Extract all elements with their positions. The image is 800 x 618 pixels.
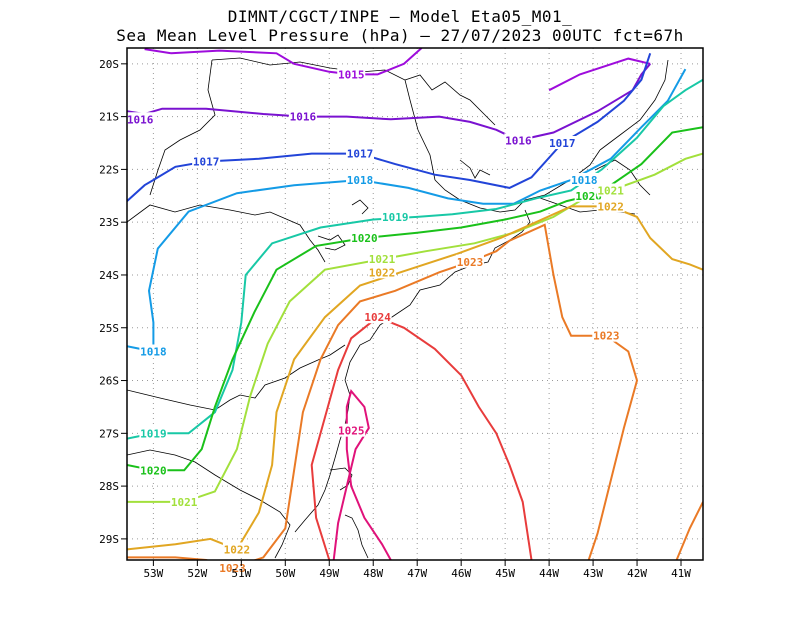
isobar-line (675, 501, 703, 560)
isobar-label: 1021 (171, 496, 198, 509)
isobar-label-bg (574, 188, 603, 202)
y-tick-label: 20S (99, 58, 119, 71)
x-tick-label: 45W (495, 567, 515, 580)
isobar-label: 1022 (224, 543, 251, 556)
isobar-label: 1020 (140, 464, 167, 477)
x-tick-label: 47W (407, 567, 427, 580)
isobar-label: 1016 (290, 111, 317, 124)
isobar-label-bg (218, 560, 247, 574)
isobar-label-bg (350, 231, 379, 245)
x-tick-label: 46W (451, 567, 471, 580)
y-tick-label: 28S (99, 480, 119, 493)
x-tick-label: 43W (583, 567, 603, 580)
y-tick-label: 24S (99, 269, 119, 282)
isobar-label-bg (139, 344, 168, 358)
isobar-line (127, 179, 154, 202)
isobar-line (170, 48, 423, 76)
isobar-label: 1025 (338, 425, 365, 438)
isobar-contours (127, 48, 703, 560)
isobar-label-bg (337, 423, 366, 437)
isobar-label-bg (222, 542, 251, 556)
isobar-label-bg (337, 67, 366, 81)
y-tick-label: 25S (99, 322, 119, 335)
isobar-label-bg (381, 209, 410, 223)
map-title-line-2: Sea Mean Level Pressure (hPa) – 27/07/20… (116, 26, 684, 45)
isobar-label-bg (596, 183, 625, 197)
isobar-label: 1018 (140, 346, 167, 359)
isobar-label-bg (596, 199, 625, 213)
isobar-line (127, 78, 703, 440)
x-tick-label: 42W (627, 567, 647, 580)
x-tick-label: 49W (319, 567, 339, 580)
isobar-label: 1019 (382, 211, 409, 224)
isobar-label-bg (346, 172, 375, 186)
x-tick-label: 50W (275, 567, 295, 580)
isobar-line (548, 57, 651, 92)
x-tick-label: 52W (187, 567, 207, 580)
isobar-label: 1023 (457, 256, 484, 269)
isobar-label: 1024 (364, 311, 391, 324)
y-tick-label: 29S (99, 533, 119, 546)
x-tick-label: 53W (143, 567, 163, 580)
isobar-label: 1017 (347, 148, 374, 161)
isobar-label: 1023 (219, 562, 246, 575)
isobar-line (144, 48, 172, 55)
isobar-label: 1022 (369, 266, 396, 279)
isobar-label-bg (548, 136, 577, 150)
isobar-line (127, 63, 651, 142)
isobar-label: 1018 (571, 174, 598, 187)
isobar-line (127, 205, 703, 551)
isobar-line (152, 52, 652, 189)
isobar-line (147, 68, 687, 352)
isobar-label: 1023 (593, 330, 620, 343)
y-tick-label: 22S (99, 163, 119, 176)
axis-tick-labels: 53W 52W 51W 50W 49W 48W 47W 46W 45W 44W 43W 42W 41W 2… (99, 58, 691, 580)
y-tick-label: 23S (99, 216, 119, 229)
isobar-label-bg (139, 426, 168, 440)
isobar-label: 1021 (369, 253, 396, 266)
isobar-label: 1016 (505, 134, 532, 147)
y-tick-label: 26S (99, 375, 119, 388)
isobar-label-bg (346, 146, 375, 160)
isobar-label-bg (592, 328, 621, 342)
isobar-label: 1020 (351, 232, 378, 245)
plot-frame (126, 47, 704, 561)
isobar-label-bg (139, 463, 168, 477)
x-tick-label: 48W (363, 567, 383, 580)
isobar-label-bg (455, 254, 484, 268)
isobar-label: 1018 (347, 174, 374, 187)
isobar-label-bg (570, 172, 599, 186)
isobar-line (332, 388, 392, 560)
isobar-label-bg (126, 112, 155, 126)
isobar-label-bg (170, 494, 199, 508)
isobar-label-bg (504, 133, 533, 147)
isobar-label: 1019 (140, 427, 167, 440)
isobar-label-bg (368, 265, 397, 279)
isobar-label: 1015 (338, 68, 365, 81)
x-tick-label: 51W (231, 567, 251, 580)
isobar-label-bg (368, 252, 397, 266)
x-tick-label: 41W (671, 567, 691, 580)
isobar-label: 1017 (549, 137, 576, 150)
isobar-label: 1022 (597, 200, 624, 213)
isobar-label-bg (192, 154, 221, 168)
isobar-label: 1016 (127, 113, 154, 126)
isobar-line (127, 126, 703, 472)
map-title-line-1: DIMNT/CGCT/INPE – Model Eta05_M01_ (227, 7, 573, 26)
lat-lon-gridlines (127, 48, 703, 560)
isobar-labels: 1015 1016 1016 1016 1017 1017 1017 1018 1018 1018… (126, 67, 625, 575)
y-tick-label: 27S (99, 427, 119, 440)
isobar-label: 1021 (597, 185, 624, 198)
isobar-label: 1017 (193, 155, 220, 168)
political-borders (127, 57, 669, 559)
y-tick-label: 21S (99, 111, 119, 124)
isobar-label-bg (288, 109, 317, 123)
isobar-line (310, 316, 533, 560)
x-tick-label: 44W (539, 567, 559, 580)
isobar-label-bg (363, 310, 392, 324)
isobar-label: 1020 (575, 190, 602, 203)
